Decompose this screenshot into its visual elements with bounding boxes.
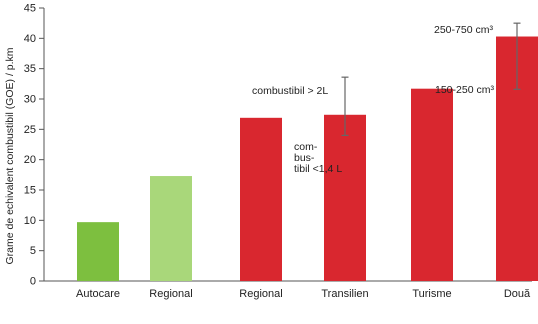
y-ticks: 0 5 10 15 20 25 30 35 40 45 bbox=[24, 3, 44, 288]
annotations: combustibil > 2L com-bus-tibil <1,4 L 150-… bbox=[252, 24, 494, 175]
bar bbox=[77, 222, 119, 281]
y-tick-label: 15 bbox=[24, 185, 36, 197]
x-tick-label: Autocare bbox=[76, 288, 120, 300]
y-tick-label: 40 bbox=[24, 33, 36, 45]
annotation-label: bus- bbox=[294, 152, 315, 164]
y-axis-label-group: Grame de echivalent combustibil (GOE) / … bbox=[4, 47, 16, 264]
bars bbox=[77, 36, 538, 281]
x-tick-label: Regional bbox=[239, 288, 282, 300]
x-tick-labels: Autocare Regional Regional Transilien Turism… bbox=[76, 288, 531, 300]
y-tick-label: 0 bbox=[30, 276, 36, 288]
annotation-label: tibil <1,4 L bbox=[294, 163, 342, 175]
y-tick-label: 5 bbox=[30, 245, 36, 257]
x-tick-label: Turisme bbox=[412, 288, 451, 300]
y-tick-label: 20 bbox=[24, 154, 36, 166]
x-tick-label: Transilien bbox=[321, 288, 368, 300]
y-tick-label: 25 bbox=[24, 124, 36, 136]
bar bbox=[324, 114, 366, 281]
error-bars bbox=[341, 22, 521, 136]
bar bbox=[411, 88, 453, 281]
annotation-label: combustibil > 2L bbox=[252, 85, 328, 97]
bar bbox=[150, 176, 192, 281]
annotation-label: com- bbox=[294, 141, 318, 153]
y-tick-label: 35 bbox=[24, 63, 36, 75]
bar bbox=[240, 117, 282, 281]
x-tick-label: Regional bbox=[149, 288, 192, 300]
annotation-label: 250-750 cm³ bbox=[434, 24, 493, 36]
y-tick-label: 30 bbox=[24, 94, 36, 106]
y-tick-label: 10 bbox=[24, 215, 36, 227]
annotation-label: 150-250 cm³ bbox=[435, 84, 494, 96]
y-axis-label: Grame de echivalent combustibil (GOE) / … bbox=[4, 47, 16, 264]
y-tick-label: 45 bbox=[24, 3, 36, 15]
x-tick-label: Două bbox=[504, 288, 531, 300]
